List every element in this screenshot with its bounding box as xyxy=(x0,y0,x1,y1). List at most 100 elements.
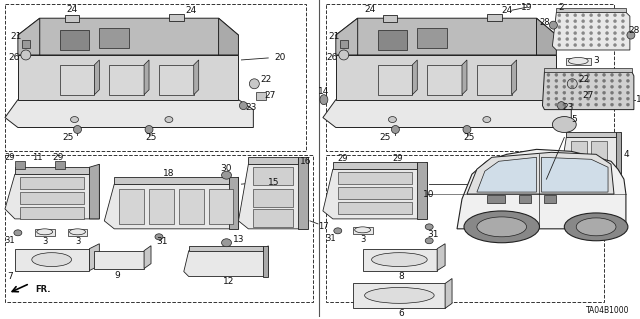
Ellipse shape xyxy=(355,227,371,233)
Polygon shape xyxy=(239,157,308,229)
Ellipse shape xyxy=(571,85,573,88)
Text: 26: 26 xyxy=(326,54,337,63)
Ellipse shape xyxy=(627,91,629,94)
Polygon shape xyxy=(511,60,516,95)
Polygon shape xyxy=(54,161,65,169)
Ellipse shape xyxy=(614,20,616,23)
Ellipse shape xyxy=(547,73,550,76)
Ellipse shape xyxy=(605,26,609,29)
Polygon shape xyxy=(556,8,626,12)
Polygon shape xyxy=(189,246,263,251)
Text: 12: 12 xyxy=(223,277,234,286)
Ellipse shape xyxy=(587,73,589,76)
Polygon shape xyxy=(144,60,149,95)
Text: 18: 18 xyxy=(163,169,175,178)
Ellipse shape xyxy=(463,125,471,133)
Polygon shape xyxy=(5,164,99,219)
Ellipse shape xyxy=(582,32,585,34)
Ellipse shape xyxy=(36,229,52,235)
Text: 31: 31 xyxy=(428,230,439,239)
Polygon shape xyxy=(5,100,253,128)
Ellipse shape xyxy=(365,287,434,303)
Text: 25: 25 xyxy=(62,133,73,142)
Ellipse shape xyxy=(614,26,616,29)
Ellipse shape xyxy=(563,73,566,76)
Text: TA04B1000: TA04B1000 xyxy=(586,306,630,315)
Polygon shape xyxy=(378,30,407,50)
Ellipse shape xyxy=(567,79,577,89)
Polygon shape xyxy=(18,18,239,55)
Ellipse shape xyxy=(598,14,600,17)
Ellipse shape xyxy=(165,116,173,122)
Ellipse shape xyxy=(605,43,609,47)
Text: 3: 3 xyxy=(75,237,80,246)
Polygon shape xyxy=(445,278,452,308)
Polygon shape xyxy=(323,100,572,128)
Polygon shape xyxy=(383,15,397,22)
Ellipse shape xyxy=(425,224,433,230)
Polygon shape xyxy=(263,246,268,277)
Ellipse shape xyxy=(547,103,550,106)
Polygon shape xyxy=(18,55,239,100)
Polygon shape xyxy=(60,65,94,95)
Ellipse shape xyxy=(598,32,600,34)
Ellipse shape xyxy=(621,26,625,29)
Ellipse shape xyxy=(598,38,600,41)
Ellipse shape xyxy=(589,38,593,41)
Polygon shape xyxy=(467,152,614,194)
Text: 29: 29 xyxy=(52,153,63,162)
Ellipse shape xyxy=(595,73,598,76)
Ellipse shape xyxy=(555,91,558,94)
Ellipse shape xyxy=(579,103,582,106)
Polygon shape xyxy=(94,60,99,95)
Polygon shape xyxy=(437,244,445,271)
Ellipse shape xyxy=(74,125,81,133)
Ellipse shape xyxy=(557,102,565,110)
Text: 7: 7 xyxy=(7,272,13,281)
Polygon shape xyxy=(253,189,293,207)
Ellipse shape xyxy=(605,20,609,23)
Polygon shape xyxy=(363,249,437,271)
Text: FR.: FR. xyxy=(35,285,51,294)
Ellipse shape xyxy=(595,97,598,100)
Ellipse shape xyxy=(627,85,629,88)
Polygon shape xyxy=(477,157,536,192)
Ellipse shape xyxy=(605,14,609,17)
Ellipse shape xyxy=(573,32,577,34)
Ellipse shape xyxy=(563,97,566,100)
Text: 25: 25 xyxy=(463,133,475,142)
Polygon shape xyxy=(336,18,556,55)
Ellipse shape xyxy=(564,213,628,241)
Text: 24: 24 xyxy=(185,6,196,15)
Ellipse shape xyxy=(618,79,621,82)
Ellipse shape xyxy=(334,228,342,234)
Polygon shape xyxy=(15,249,90,271)
Ellipse shape xyxy=(614,38,616,41)
Polygon shape xyxy=(179,189,204,224)
Ellipse shape xyxy=(547,79,550,82)
Text: 8: 8 xyxy=(399,272,404,281)
Text: 31: 31 xyxy=(326,234,336,243)
Ellipse shape xyxy=(32,253,72,267)
Ellipse shape xyxy=(582,43,585,47)
Text: 22: 22 xyxy=(579,75,590,84)
Bar xyxy=(5,155,313,302)
Ellipse shape xyxy=(621,38,625,41)
Ellipse shape xyxy=(614,14,616,17)
Polygon shape xyxy=(20,207,84,219)
Text: 13: 13 xyxy=(233,235,244,244)
Ellipse shape xyxy=(571,91,573,94)
Polygon shape xyxy=(219,18,239,55)
Ellipse shape xyxy=(563,91,566,94)
Text: 24: 24 xyxy=(364,5,375,14)
Polygon shape xyxy=(253,167,293,185)
Ellipse shape xyxy=(547,85,550,88)
Ellipse shape xyxy=(571,73,573,76)
Ellipse shape xyxy=(614,43,616,47)
Ellipse shape xyxy=(582,26,585,29)
Ellipse shape xyxy=(598,26,600,29)
Ellipse shape xyxy=(611,103,614,106)
Text: 3: 3 xyxy=(360,235,365,244)
Ellipse shape xyxy=(555,73,558,76)
Ellipse shape xyxy=(571,103,573,106)
